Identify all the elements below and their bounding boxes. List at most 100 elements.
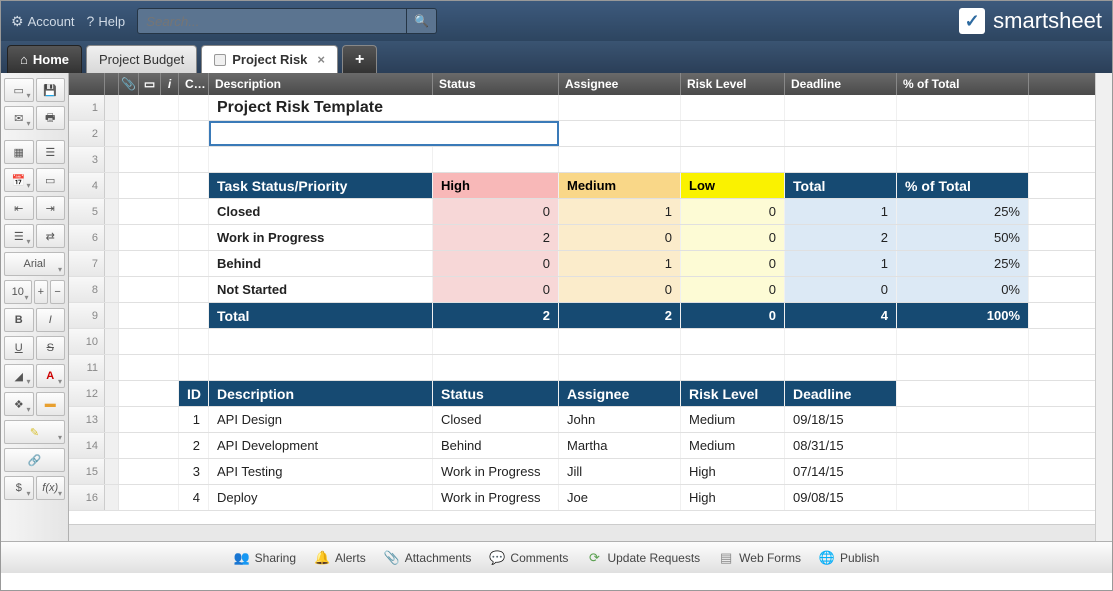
med-val[interactable]: 1 bbox=[559, 199, 681, 224]
low-val[interactable]: 0 bbox=[681, 225, 785, 250]
card-button[interactable]: ▭ bbox=[36, 168, 66, 192]
deadline-val[interactable]: 09/08/15 bbox=[785, 485, 897, 510]
file-button[interactable]: ▭ bbox=[4, 78, 34, 102]
low-val[interactable]: 0 bbox=[681, 277, 785, 302]
cell[interactable] bbox=[681, 121, 785, 146]
row-number[interactable]: 16 bbox=[69, 485, 105, 510]
highlight-button[interactable]: ▬ bbox=[36, 392, 66, 416]
row-number[interactable]: 4 bbox=[69, 173, 105, 198]
search-input[interactable] bbox=[137, 8, 407, 34]
paint-button[interactable]: ✎ bbox=[4, 420, 65, 444]
cell[interactable] bbox=[785, 355, 897, 380]
col-deadline[interactable]: Deadline bbox=[785, 73, 897, 95]
cell[interactable] bbox=[179, 121, 209, 146]
total-val[interactable]: 0 bbox=[785, 277, 897, 302]
cell[interactable] bbox=[897, 147, 1029, 172]
row-handle[interactable] bbox=[105, 251, 119, 276]
high-val[interactable]: 0 bbox=[433, 199, 559, 224]
cell[interactable] bbox=[209, 329, 433, 354]
row-handle[interactable] bbox=[105, 381, 119, 406]
sharing-button[interactable]: 👥Sharing bbox=[234, 550, 296, 566]
row-number[interactable]: 12 bbox=[69, 381, 105, 406]
col-pct[interactable]: % of Total bbox=[897, 73, 1029, 95]
row-handle[interactable] bbox=[105, 147, 119, 172]
desc-val[interactable]: API Development bbox=[209, 433, 433, 458]
cell[interactable] bbox=[785, 121, 897, 146]
save-button[interactable]: 💾 bbox=[36, 78, 66, 102]
row[interactable]: 3 bbox=[69, 147, 1095, 173]
row-number[interactable]: 10 bbox=[69, 329, 105, 354]
summary-header[interactable]: Task Status/Priority bbox=[209, 173, 433, 198]
risk-header[interactable]: Risk Level bbox=[681, 381, 785, 406]
col-rownum[interactable] bbox=[69, 73, 105, 95]
cell[interactable] bbox=[559, 95, 681, 120]
row[interactable]: 1Project Risk Template bbox=[69, 95, 1095, 121]
status-val[interactable]: Work in Progress bbox=[433, 485, 559, 510]
row[interactable]: 12IDDescriptionStatusAssigneeRisk LevelD… bbox=[69, 381, 1095, 407]
deadline-val[interactable]: 07/14/15 bbox=[785, 459, 897, 484]
row-handle[interactable] bbox=[105, 329, 119, 354]
cell[interactable] bbox=[179, 199, 209, 224]
assignee-val[interactable]: Jill bbox=[559, 459, 681, 484]
row-number[interactable]: 3 bbox=[69, 147, 105, 172]
row-number[interactable]: 9 bbox=[69, 303, 105, 328]
cell[interactable] bbox=[559, 355, 681, 380]
assignee-header[interactable]: Assignee bbox=[559, 381, 681, 406]
tab-new[interactable]: + bbox=[342, 45, 377, 73]
cell[interactable] bbox=[179, 277, 209, 302]
text-color-button[interactable]: A bbox=[36, 364, 66, 388]
expand-button[interactable]: ⇄ bbox=[36, 224, 66, 248]
status-header[interactable]: Status bbox=[433, 381, 559, 406]
format-button[interactable]: ❖ bbox=[4, 392, 34, 416]
low-val[interactable]: 0 bbox=[681, 199, 785, 224]
summary-label[interactable]: Not Started bbox=[209, 277, 433, 302]
row[interactable]: 164DeployWork in ProgressJoeHigh09/08/15 bbox=[69, 485, 1095, 511]
row-number[interactable]: 5 bbox=[69, 199, 105, 224]
col-comment[interactable]: ▭ bbox=[139, 73, 161, 95]
row-number[interactable]: 7 bbox=[69, 251, 105, 276]
comments-button[interactable]: 💬Comments bbox=[489, 550, 568, 566]
account-link[interactable]: ⚙Account bbox=[11, 13, 75, 30]
status-val[interactable]: Work in Progress bbox=[433, 459, 559, 484]
total-header[interactable]: Total bbox=[785, 173, 897, 198]
risk-val[interactable]: Medium bbox=[681, 433, 785, 458]
cell[interactable] bbox=[433, 329, 559, 354]
cell[interactable] bbox=[433, 147, 559, 172]
row-handle[interactable] bbox=[105, 277, 119, 302]
row-handle[interactable] bbox=[105, 95, 119, 120]
col-attach[interactable]: 📎 bbox=[119, 73, 139, 95]
deadline-header[interactable]: Deadline bbox=[785, 381, 897, 406]
row[interactable]: 7Behind010125% bbox=[69, 251, 1095, 277]
currency-button[interactable]: $ bbox=[4, 476, 34, 500]
cell[interactable] bbox=[209, 147, 433, 172]
summary-label[interactable]: Closed bbox=[209, 199, 433, 224]
row-handle[interactable] bbox=[105, 303, 119, 328]
status-val[interactable]: Behind bbox=[433, 433, 559, 458]
row[interactable]: 142API DevelopmentBehindMarthaMedium08/3… bbox=[69, 433, 1095, 459]
high-header[interactable]: High bbox=[433, 173, 559, 198]
fontsize-down-button[interactable]: − bbox=[50, 280, 65, 304]
med-total[interactable]: 2 bbox=[559, 303, 681, 328]
row-handle[interactable] bbox=[105, 173, 119, 198]
horizontal-scrollbar[interactable] bbox=[69, 524, 1095, 541]
tab-project-risk[interactable]: Project Risk× bbox=[201, 45, 338, 73]
cell[interactable] bbox=[897, 329, 1029, 354]
alerts-button[interactable]: 🔔Alerts bbox=[314, 550, 366, 566]
total-val[interactable]: 1 bbox=[785, 199, 897, 224]
total-label[interactable]: Total bbox=[209, 303, 433, 328]
summary-label[interactable]: Work in Progress bbox=[209, 225, 433, 250]
row[interactable]: 131API DesignClosedJohnMedium09/18/15 bbox=[69, 407, 1095, 433]
calendar-button[interactable]: 📅 bbox=[4, 168, 34, 192]
cell[interactable] bbox=[179, 251, 209, 276]
row-number[interactable]: 13 bbox=[69, 407, 105, 432]
high-total[interactable]: 2 bbox=[433, 303, 559, 328]
fontsize-up-button[interactable]: + bbox=[34, 280, 49, 304]
col-c[interactable]: C… bbox=[179, 73, 209, 95]
assignee-val[interactable]: Joe bbox=[559, 485, 681, 510]
row-handle[interactable] bbox=[105, 121, 119, 146]
row[interactable]: 10 bbox=[69, 329, 1095, 355]
id-val[interactable]: 3 bbox=[179, 459, 209, 484]
cell[interactable] bbox=[897, 407, 1029, 432]
grid-view-button[interactable]: ▦ bbox=[4, 140, 34, 164]
row-handle[interactable] bbox=[105, 433, 119, 458]
